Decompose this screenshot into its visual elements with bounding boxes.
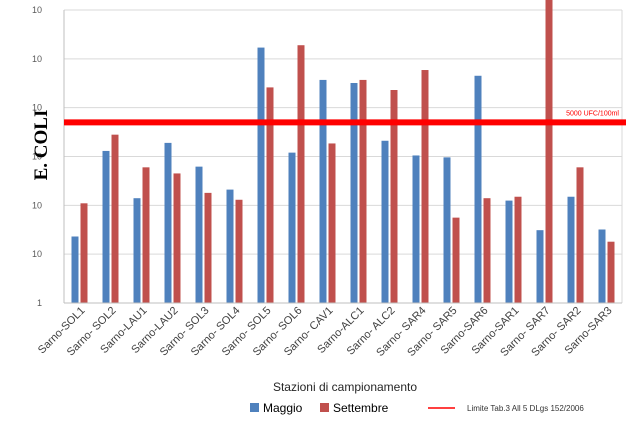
bar-settembre-sarno-sol6 — [297, 45, 305, 304]
bar-settembre-sarno-sol4 — [235, 199, 243, 303]
bar-maggio-sarno-cav1 — [319, 79, 327, 303]
bar-settembre-sarno-alc1 — [359, 79, 367, 303]
bar-maggio-sarno-alc2 — [381, 140, 389, 303]
x-axis-title: Stazioni di campionamento — [273, 380, 417, 394]
bar-maggio-sarno-sar2 — [567, 196, 575, 303]
bar-maggio-sarno-sol5 — [257, 47, 265, 303]
bar-settembre-sarno-sar4 — [421, 70, 429, 303]
bar-maggio-sarno-sol2 — [102, 150, 110, 303]
bar-maggio-sarno-lau1 — [133, 198, 141, 303]
y-tick-label: 10 — [32, 103, 42, 113]
bar-maggio-sarno-sar4 — [412, 155, 420, 303]
bar-settembre-sarno-sar2 — [576, 167, 584, 303]
bar-maggio-sarno-sar1 — [505, 200, 513, 303]
bar-settembre-sarno-sar7 — [545, 0, 553, 303]
legend-label-settembre: Settembre — [333, 401, 389, 415]
bar-settembre-sarno-sar3 — [607, 241, 615, 303]
y-tick-label: 10 — [32, 249, 42, 259]
bar-settembre-sarno-cav1 — [328, 143, 336, 303]
bar-settembre-sarno-sar6 — [483, 198, 491, 303]
bar-settembre-sarno-sol3 — [204, 192, 212, 303]
legend-swatch-maggio — [250, 403, 259, 412]
gridlines — [64, 9, 623, 303]
reference-line-label: 5000 UFC/100ml — [566, 110, 619, 117]
bar-settembre-sarno-lau2 — [173, 173, 181, 303]
y-axis-title: E. COLI — [31, 110, 52, 181]
bar-settembre-sarno-lau1 — [142, 167, 150, 303]
legend-label-limit: Limite Tab.3 All 5 DLgs 152/2006 — [467, 404, 584, 413]
bar-maggio-sarno-sar7 — [536, 230, 544, 303]
y-tick-label: 10 — [32, 152, 42, 162]
y-tick-label: 10 — [32, 54, 42, 64]
y-tick-label: 10 — [32, 5, 42, 15]
bar-maggio-sarno-sol1 — [71, 236, 79, 303]
legend: Maggio Settembre Limite Tab.3 All 5 DLgs 1… — [250, 401, 584, 415]
bar-settembre-sarno-alc2 — [390, 90, 398, 303]
bar-maggio-sarno-sol3 — [195, 166, 203, 303]
bar-maggio-sarno-alc1 — [350, 82, 358, 304]
legend-label-maggio: Maggio — [263, 401, 303, 415]
bar-maggio-sarno-sar3 — [598, 229, 606, 303]
y-tick-labels: 1 10 10 10 10 10 10 — [32, 5, 42, 308]
y-tick-label: 1 — [37, 298, 42, 308]
bar-settembre-sarno-sol1 — [80, 203, 88, 303]
bar-maggio-sarno-lau2 — [164, 142, 172, 303]
bar-maggio-sarno-sol4 — [226, 189, 234, 303]
bar-maggio-sarno-sar5 — [443, 157, 451, 303]
reference-line-group: 5000 UFC/100ml — [64, 110, 626, 126]
bar-settembre-sarno-sar5 — [452, 217, 460, 303]
y-tick-label: 10 — [32, 200, 42, 210]
bars — [71, 0, 615, 304]
bar-settembre-sarno-sar1 — [514, 196, 522, 303]
bar-maggio-sarno-sol6 — [288, 152, 296, 303]
legend-swatch-settembre — [320, 403, 329, 412]
bar-settembre-sarno-sol5 — [266, 87, 274, 304]
bar-settembre-sarno-sol2 — [111, 134, 119, 303]
bar-maggio-sarno-sar6 — [474, 75, 482, 303]
